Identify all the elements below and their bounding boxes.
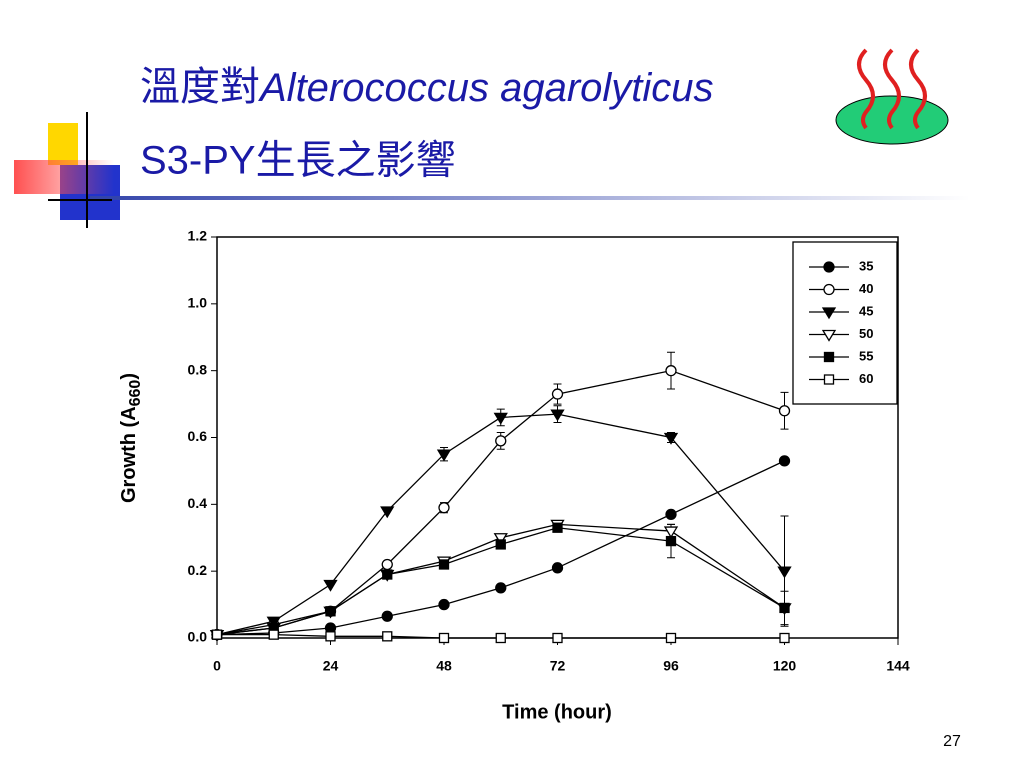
page-number: 27 — [943, 733, 961, 750]
data-point — [663, 432, 679, 445]
data-point — [665, 632, 677, 644]
y-label-sub: 660 — [127, 380, 144, 407]
data-point — [779, 632, 790, 644]
legend-box — [792, 241, 898, 405]
data-point — [325, 606, 336, 617]
legend-marker — [823, 351, 835, 363]
slide-logo — [14, 112, 970, 228]
data-point — [438, 502, 450, 514]
data-point — [663, 526, 679, 539]
data-point — [550, 409, 565, 422]
data-point — [665, 365, 677, 377]
data-point — [495, 435, 507, 447]
data-point — [381, 558, 393, 571]
legend-label: 40 — [859, 281, 873, 296]
data-point — [493, 533, 508, 546]
data-point — [380, 506, 395, 519]
legend-marker — [823, 283, 835, 296]
data-point — [268, 629, 279, 640]
data-point — [552, 522, 563, 533]
data-point — [266, 616, 281, 629]
y-label-text: Growth (A — [118, 406, 140, 503]
data-point — [381, 610, 393, 622]
x-tick-label: 72 — [550, 658, 566, 674]
data-point — [779, 602, 790, 614]
slide-title-line2: S3-PY生長之影響 — [140, 139, 456, 183]
legend-label: 60 — [859, 371, 873, 386]
legend-marker — [823, 261, 835, 273]
steam-icon — [835, 48, 949, 145]
data-point — [382, 631, 393, 642]
data-point — [778, 405, 791, 417]
y-tick-label: 1.2 — [188, 228, 208, 244]
data-point — [552, 632, 563, 644]
data-point — [438, 559, 450, 570]
y-tick-label: 0.2 — [188, 562, 208, 578]
legend-marker — [821, 307, 837, 320]
x-tick-label: 144 — [886, 658, 910, 674]
data-point — [778, 455, 791, 467]
data-point — [438, 632, 450, 644]
data-point — [211, 629, 223, 640]
y-tick-label: 0.8 — [188, 361, 208, 377]
data-point — [493, 412, 508, 425]
data-point — [436, 449, 452, 462]
data-point — [495, 632, 506, 644]
data-point — [382, 569, 393, 580]
y-tick-label: 1.0 — [188, 295, 208, 311]
x-tick-label: 24 — [323, 658, 339, 674]
data-point — [325, 631, 336, 642]
x-tick-label: 0 — [213, 658, 221, 674]
title-species: Alterococcus agarolyticus — [258, 66, 714, 110]
legend-marker — [823, 374, 835, 385]
legend-marker — [821, 329, 837, 342]
data-point — [551, 562, 564, 574]
data-point — [495, 539, 506, 550]
data-point — [495, 582, 507, 594]
slide-title: 溫度對Alterococcus agarolyticus — [140, 64, 714, 110]
data-point — [777, 566, 792, 579]
legend-label: 50 — [859, 326, 873, 341]
data-point — [665, 535, 677, 547]
data-point — [323, 579, 338, 592]
data-point — [551, 388, 564, 400]
legend-label: 35 — [859, 258, 873, 273]
legend-label: 55 — [859, 348, 873, 363]
x-tick-label: 48 — [436, 658, 452, 674]
y-tick-label: 0.4 — [188, 495, 208, 511]
x-tick-label: 96 — [663, 658, 679, 674]
title-text: 溫度對 — [140, 64, 260, 110]
data-point — [665, 508, 677, 521]
data-point — [438, 598, 450, 611]
y-tick-label: 0.6 — [188, 428, 208, 444]
legend-label: 45 — [859, 303, 873, 318]
y-axis-label: Growth (A660) — [118, 373, 144, 503]
y-label-end: ) — [118, 373, 140, 380]
x-tick-label: 120 — [773, 658, 797, 674]
y-tick-label: 0.0 — [188, 629, 208, 645]
x-axis-label: Time (hour) — [502, 701, 612, 723]
